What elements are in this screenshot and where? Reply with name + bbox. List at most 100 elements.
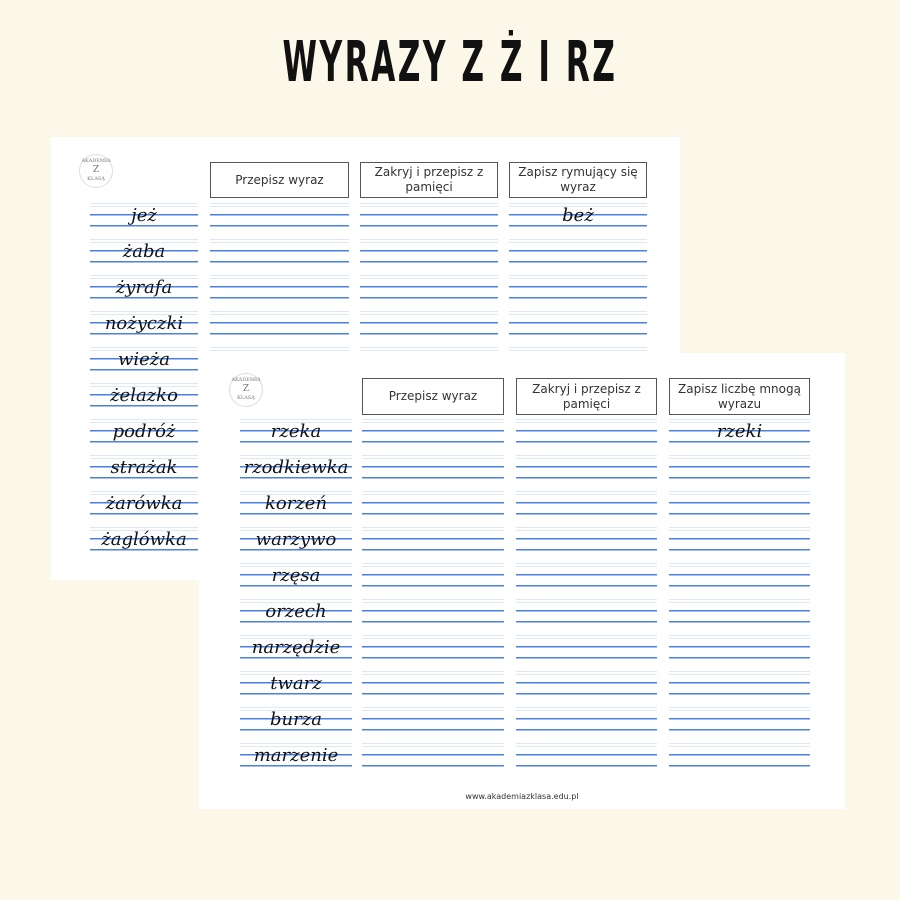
writing-line <box>362 671 504 707</box>
writing-line <box>362 563 504 599</box>
word-row: żelazko <box>90 383 198 419</box>
writing-line <box>362 455 504 491</box>
logo-text: KLASĄ <box>87 176 105 182</box>
writing-line <box>362 491 504 527</box>
writing-line <box>210 239 349 275</box>
writing-line <box>509 311 647 347</box>
cursive-word: marzenie <box>253 745 339 766</box>
writing-line <box>669 707 810 743</box>
writing-line <box>516 563 657 599</box>
writing-line <box>516 527 657 563</box>
word-row: rzęsa <box>240 563 352 599</box>
writing-line: rzeki <box>669 419 810 455</box>
writing-line <box>210 275 349 311</box>
writing-line <box>362 599 504 635</box>
writing-line <box>360 311 498 347</box>
cursive-word: korzeń <box>264 493 328 514</box>
cursive-word: wieża <box>117 349 171 370</box>
writing-line <box>360 275 498 311</box>
cursive-word: nożyczki <box>104 313 184 334</box>
writing-line <box>509 275 647 311</box>
header-plural: Zapisz liczbę mnogą wyrazu <box>669 378 810 415</box>
header-cover-copy: Zakryj i przepisz z pamięci <box>360 162 498 198</box>
writing-line <box>669 635 810 671</box>
worksheet-rz: AKADEMIA Z KLASĄ Przepisz wyraz Zakryj i… <box>199 353 845 809</box>
word-row: wieża <box>90 347 198 383</box>
writing-line <box>362 635 504 671</box>
word-row: podróż <box>90 419 198 455</box>
word-row: nożyczki <box>90 311 198 347</box>
writing-line <box>669 491 810 527</box>
logo-text: Z <box>242 384 250 394</box>
cursive-word: podróż <box>112 421 176 442</box>
word-row: żaglówka <box>90 527 198 563</box>
word-row: marzenie <box>240 743 352 779</box>
cursive-word: strażak <box>110 457 178 478</box>
writing-line <box>362 707 504 743</box>
words-column: rzeka rzodkiewka korzeń warzywo rzęsa orzech n… <box>240 419 352 779</box>
cursive-word: rzeka <box>270 421 322 442</box>
logo-text: AKADEMIA <box>81 158 111 164</box>
logo-text: AKADEMIA <box>231 377 261 383</box>
word-row: żarówka <box>90 491 198 527</box>
logo: AKADEMIA Z KLASĄ <box>229 373 263 407</box>
cursive-word: żaba <box>122 241 166 262</box>
writing-line <box>362 419 504 455</box>
writing-line <box>362 743 504 779</box>
writing-line <box>669 563 810 599</box>
word-row: żaba <box>90 239 198 275</box>
logo: AKADEMIA Z KLASĄ <box>79 154 113 188</box>
writing-line <box>516 671 657 707</box>
writing-line <box>360 239 498 275</box>
cursive-word: twarz <box>270 673 322 694</box>
cursive-word: rzęsa <box>271 565 321 586</box>
logo-text: Z <box>92 165 100 175</box>
cursive-word: żaglówka <box>101 529 187 550</box>
writing-line <box>516 455 657 491</box>
word-row: rzodkiewka <box>240 455 352 491</box>
word-row: orzech <box>240 599 352 635</box>
writing-line: beż <box>509 203 647 239</box>
writing-line <box>669 599 810 635</box>
writing-line <box>516 419 657 455</box>
writing-line <box>516 743 657 779</box>
writing-line <box>669 527 810 563</box>
cursive-word: orzech <box>265 601 327 622</box>
page-title: WYRAZY Z Ż I RZ <box>282 30 618 95</box>
writing-line <box>669 455 810 491</box>
words-column: jeż żaba żyrafa nożyczki wieża żelazko podróż s… <box>90 203 198 563</box>
header-copy: Przepisz wyraz <box>362 378 504 415</box>
cursive-word: burza <box>270 709 322 730</box>
word-row: żyrafa <box>90 275 198 311</box>
plural-column: rzeki <box>669 419 810 779</box>
footer-url: www.akademiazklasa.edu.pl <box>465 792 579 801</box>
example-answer: beż <box>562 205 594 226</box>
header-rhyme: Zapisz rymujący się wyraz <box>509 162 647 198</box>
cursive-word: warzywo <box>255 529 337 550</box>
writing-line <box>669 743 810 779</box>
word-row: burza <box>240 707 352 743</box>
copy-column <box>362 419 504 779</box>
word-row: warzywo <box>240 527 352 563</box>
writing-line <box>210 311 349 347</box>
writing-line <box>516 491 657 527</box>
header-copy: Przepisz wyraz <box>210 162 349 198</box>
cursive-word: rzodkiewka <box>243 457 349 478</box>
word-row: jeż <box>90 203 198 239</box>
writing-line <box>362 527 504 563</box>
cursive-word: narzędzie <box>251 637 341 658</box>
cover-copy-column <box>516 419 657 779</box>
cursive-word: żarówka <box>105 493 183 514</box>
example-answer: rzeki <box>716 421 763 442</box>
word-row: narzędzie <box>240 635 352 671</box>
cursive-word: jeż <box>131 205 157 226</box>
writing-line <box>669 671 810 707</box>
logo-text: KLASĄ <box>237 395 255 401</box>
writing-line <box>516 635 657 671</box>
word-row: rzeka <box>240 419 352 455</box>
word-row: korzeń <box>240 491 352 527</box>
word-row: twarz <box>240 671 352 707</box>
word-row: strażak <box>90 455 198 491</box>
cursive-word: żelazko <box>110 385 178 406</box>
writing-line <box>360 203 498 239</box>
